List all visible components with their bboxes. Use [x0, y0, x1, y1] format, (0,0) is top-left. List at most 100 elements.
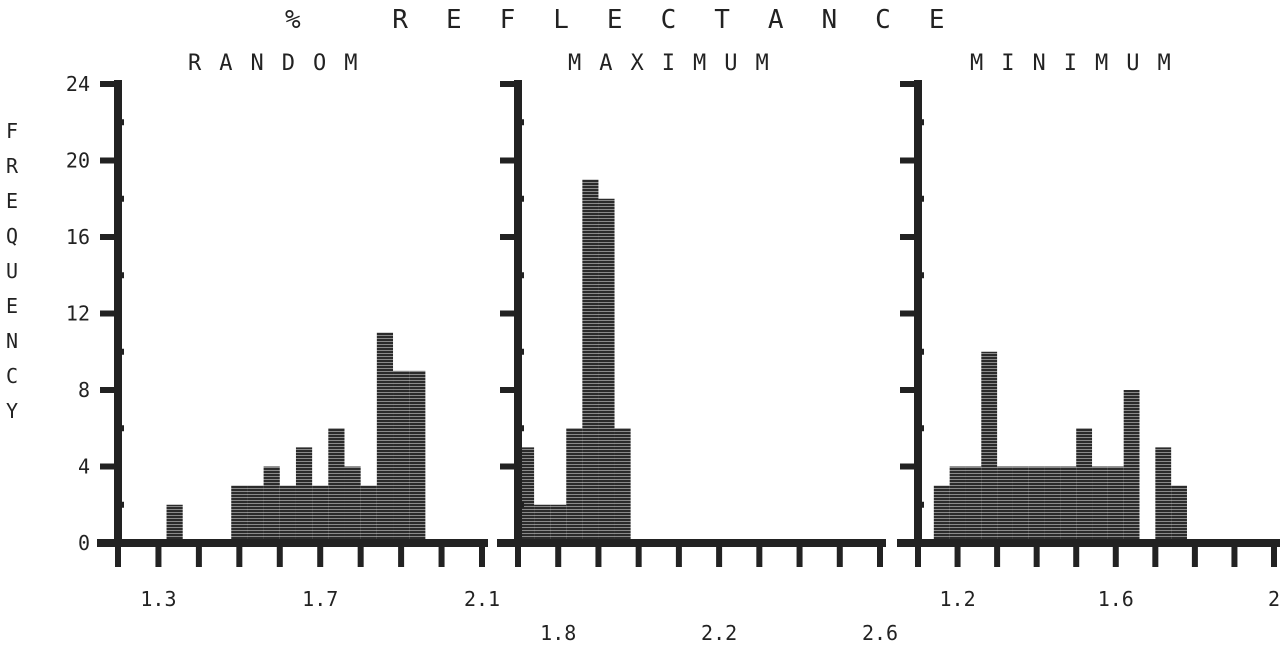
bar [360, 485, 377, 543]
y-minor-tick [914, 195, 924, 202]
x-tick [195, 547, 202, 567]
x-tick-label: 1.3 [140, 587, 176, 611]
x-tick [675, 547, 682, 567]
y-major-tick [500, 81, 522, 87]
x-tick [555, 547, 562, 567]
y-major-tick [900, 463, 922, 470]
y-minor-tick [914, 501, 924, 508]
y-major-tick [900, 81, 922, 87]
bar [263, 466, 280, 543]
y-major-tick [100, 540, 122, 546]
y-major-tick [100, 157, 122, 164]
y-axis-label-letter: N [6, 329, 18, 353]
bar [1060, 466, 1077, 543]
bar [393, 370, 410, 543]
x-tick [756, 547, 763, 567]
x-tick [1112, 547, 1119, 567]
x-tick [1271, 547, 1277, 567]
y-minor-tick [914, 272, 924, 279]
bar [166, 504, 183, 543]
figure-title: % REFLECTANCE [285, 5, 983, 35]
x-tick-label: 1.8 [540, 621, 576, 645]
x-tick [115, 547, 121, 567]
bar [409, 370, 426, 543]
x-tick [1073, 547, 1080, 567]
x-tick [1033, 547, 1040, 567]
panel-title: RANDOM [188, 51, 375, 76]
x-tick [357, 547, 364, 567]
bar [247, 485, 264, 543]
x-tick [479, 547, 485, 567]
x-axis-line [97, 539, 488, 547]
bar [295, 447, 313, 543]
y-major-tick [500, 310, 522, 317]
panels: RANDOM 0 4 8 12 16 20 24 1.3 1.7 2.1 MAXIMUM 1.8 2.2 2… [66, 51, 1280, 645]
y-major-tick [900, 540, 922, 546]
y-tick-label: 16 [66, 225, 90, 249]
x-tick [276, 547, 283, 567]
y-axis-label-letter: C [6, 364, 18, 388]
x-tick [635, 547, 642, 567]
y-minor-tick [514, 272, 524, 279]
bar [1092, 466, 1108, 543]
x-tick [836, 547, 843, 567]
y-major-tick [500, 463, 522, 470]
y-major-tick [900, 310, 922, 317]
y-minor-tick [914, 119, 924, 126]
x-tick [796, 547, 803, 567]
y-major-tick [100, 310, 122, 317]
y-tick-label: 24 [66, 72, 90, 96]
y-minor-tick [514, 348, 524, 355]
y-major-tick [900, 157, 922, 164]
panel-random: RANDOM 0 4 8 12 16 20 24 1.3 1.7 2.1 [66, 51, 500, 611]
bar [279, 485, 296, 543]
x-tick-label: 1.2 [939, 587, 975, 611]
y-minor-tick [114, 348, 124, 355]
y-minor-tick [114, 119, 124, 126]
bar [550, 504, 567, 543]
y-minor-tick [514, 119, 524, 126]
y-minor-tick [114, 425, 124, 432]
y-tick-label: 8 [78, 378, 90, 402]
y-major-tick [500, 540, 522, 546]
y-minor-tick [914, 425, 924, 432]
x-tick [1231, 547, 1238, 567]
y-major-tick [500, 387, 522, 393]
bar [965, 466, 982, 543]
bar [1155, 447, 1172, 543]
x-axis-line [497, 539, 886, 547]
bar [1076, 428, 1093, 543]
y-major-tick [900, 387, 922, 393]
x-tick-label: 2.1 [464, 587, 500, 611]
bar [1044, 466, 1061, 543]
bar [1012, 466, 1029, 543]
bar [518, 447, 535, 543]
y-minor-tick [514, 425, 524, 432]
x-tick [877, 547, 883, 567]
y-minor-tick [514, 501, 524, 508]
bar [231, 485, 248, 543]
bar [1107, 466, 1124, 543]
bar [582, 179, 599, 543]
x-tick [438, 547, 445, 567]
y-tick-label: 0 [78, 531, 90, 555]
bar [614, 428, 631, 543]
x-tick [317, 547, 324, 567]
y-major-tick [500, 234, 522, 240]
y-axis-label-letter: E [6, 189, 18, 213]
x-tick [398, 547, 405, 567]
y-major-tick [100, 387, 122, 393]
x-tick [236, 547, 243, 567]
x-tick [595, 547, 602, 567]
bar [598, 198, 615, 543]
bar [1028, 466, 1045, 543]
panel-title: MINIMUM [970, 51, 1189, 76]
bar [534, 504, 551, 543]
bar [328, 428, 345, 543]
y-minor-tick [514, 195, 524, 202]
y-minor-tick [914, 348, 924, 355]
x-tick-label: 2 [1268, 587, 1280, 611]
y-axis-label-letter: Y [6, 399, 18, 423]
